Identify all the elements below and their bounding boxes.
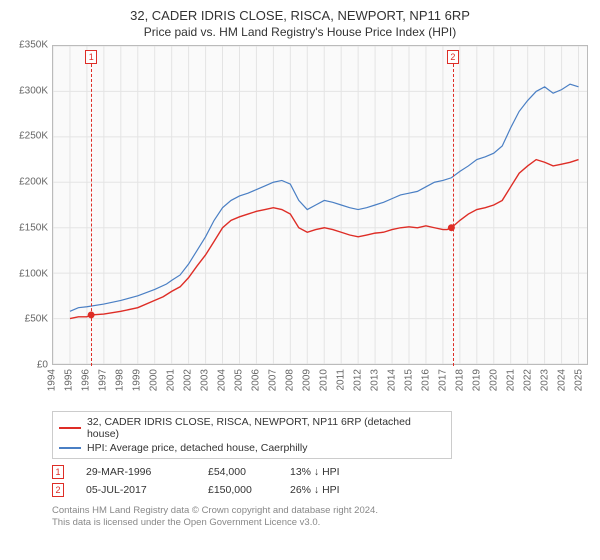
x-tick-label: 2008 bbox=[285, 369, 296, 391]
transaction-marker: 2 bbox=[52, 483, 64, 497]
chart-title: 32, CADER IDRIS CLOSE, RISCA, NEWPORT, N… bbox=[12, 8, 588, 23]
x-tick-label: 2000 bbox=[149, 369, 160, 391]
x-tick-label: 2005 bbox=[234, 369, 245, 391]
footer-line: Contains HM Land Registry data © Crown c… bbox=[52, 505, 588, 517]
transaction-price: £150,000 bbox=[208, 484, 268, 496]
transactions-table: 1 29-MAR-1996 £54,000 13% ↓ HPI 2 05-JUL… bbox=[52, 463, 588, 499]
y-tick-label: £50K bbox=[25, 314, 48, 325]
legend-row: 32, CADER IDRIS CLOSE, RISCA, NEWPORT, N… bbox=[59, 415, 445, 441]
x-tick-label: 2018 bbox=[455, 369, 466, 391]
x-tick-label: 1998 bbox=[115, 369, 126, 391]
y-tick-label: £100K bbox=[19, 268, 48, 279]
transaction-diff: 13% ↓ HPI bbox=[290, 466, 380, 478]
legend-label: 32, CADER IDRIS CLOSE, RISCA, NEWPORT, N… bbox=[87, 416, 445, 440]
legend-label: HPI: Average price, detached house, Caer… bbox=[87, 442, 307, 454]
series-line-property bbox=[70, 160, 579, 319]
x-tick-label: 2003 bbox=[200, 369, 211, 391]
data-series bbox=[53, 46, 587, 364]
x-tick-label: 2025 bbox=[574, 369, 585, 391]
transaction-row: 1 29-MAR-1996 £54,000 13% ↓ HPI bbox=[52, 463, 588, 481]
legend-swatch bbox=[59, 427, 81, 429]
transaction-date: 29-MAR-1996 bbox=[86, 466, 186, 478]
marker-badge: 2 bbox=[447, 50, 459, 64]
x-tick-label: 2002 bbox=[183, 369, 194, 391]
x-tick-label: 2010 bbox=[319, 369, 330, 391]
x-tick-label: 2021 bbox=[506, 369, 517, 391]
x-tick-label: 1994 bbox=[47, 369, 58, 391]
marker-badge: 1 bbox=[85, 50, 97, 64]
chart-title-block: 32, CADER IDRIS CLOSE, RISCA, NEWPORT, N… bbox=[12, 8, 588, 39]
series-line-hpi bbox=[70, 84, 579, 311]
transaction-diff: 26% ↓ HPI bbox=[290, 484, 380, 496]
x-tick-label: 2022 bbox=[523, 369, 534, 391]
transaction-date: 05-JUL-2017 bbox=[86, 484, 186, 496]
legend-box: 32, CADER IDRIS CLOSE, RISCA, NEWPORT, N… bbox=[52, 411, 452, 459]
transaction-marker: 1 bbox=[52, 465, 64, 479]
x-tick-label: 1999 bbox=[132, 369, 143, 391]
legend-swatch bbox=[59, 447, 81, 449]
y-tick-label: £350K bbox=[19, 40, 48, 51]
marker-guideline bbox=[453, 64, 454, 366]
x-tick-label: 2023 bbox=[540, 369, 551, 391]
transaction-row: 2 05-JUL-2017 £150,000 26% ↓ HPI bbox=[52, 481, 588, 499]
x-tick-label: 2001 bbox=[166, 369, 177, 391]
marker-guideline bbox=[91, 64, 92, 366]
y-tick-label: £250K bbox=[19, 131, 48, 142]
y-tick-label: £150K bbox=[19, 222, 48, 233]
x-tick-label: 1996 bbox=[81, 369, 92, 391]
x-tick-label: 2013 bbox=[370, 369, 381, 391]
legend-row: HPI: Average price, detached house, Caer… bbox=[59, 441, 445, 455]
y-tick-label: £200K bbox=[19, 177, 48, 188]
x-tick-label: 2006 bbox=[251, 369, 262, 391]
transaction-price: £54,000 bbox=[208, 466, 268, 478]
x-axis: 1994199519961997199819992000200120022003… bbox=[52, 365, 588, 405]
footer-line: This data is licensed under the Open Gov… bbox=[52, 517, 588, 529]
x-tick-label: 2012 bbox=[353, 369, 364, 391]
footer-attribution: Contains HM Land Registry data © Crown c… bbox=[52, 505, 588, 530]
x-tick-label: 2019 bbox=[472, 369, 483, 391]
y-axis: £0£50K£100K£150K£200K£250K£300K£350K bbox=[12, 45, 52, 365]
x-tick-label: 2009 bbox=[302, 369, 313, 391]
x-tick-label: 2004 bbox=[217, 369, 228, 391]
x-tick-label: 2011 bbox=[336, 369, 347, 391]
x-tick-label: 1995 bbox=[64, 369, 75, 391]
x-tick-label: 2015 bbox=[404, 369, 415, 391]
x-tick-label: 2007 bbox=[268, 369, 279, 391]
x-tick-label: 1997 bbox=[98, 369, 109, 391]
x-tick-label: 2017 bbox=[438, 369, 449, 391]
chart-subtitle: Price paid vs. HM Land Registry's House … bbox=[12, 25, 588, 39]
x-tick-label: 2016 bbox=[421, 369, 432, 391]
plot-area: 12 bbox=[52, 45, 588, 365]
x-tick-label: 2020 bbox=[489, 369, 500, 391]
x-tick-label: 2014 bbox=[387, 369, 398, 391]
chart-area: £0£50K£100K£150K£200K£250K£300K£350K 12 … bbox=[12, 45, 588, 405]
x-tick-label: 2024 bbox=[557, 369, 568, 391]
y-tick-label: £300K bbox=[19, 85, 48, 96]
